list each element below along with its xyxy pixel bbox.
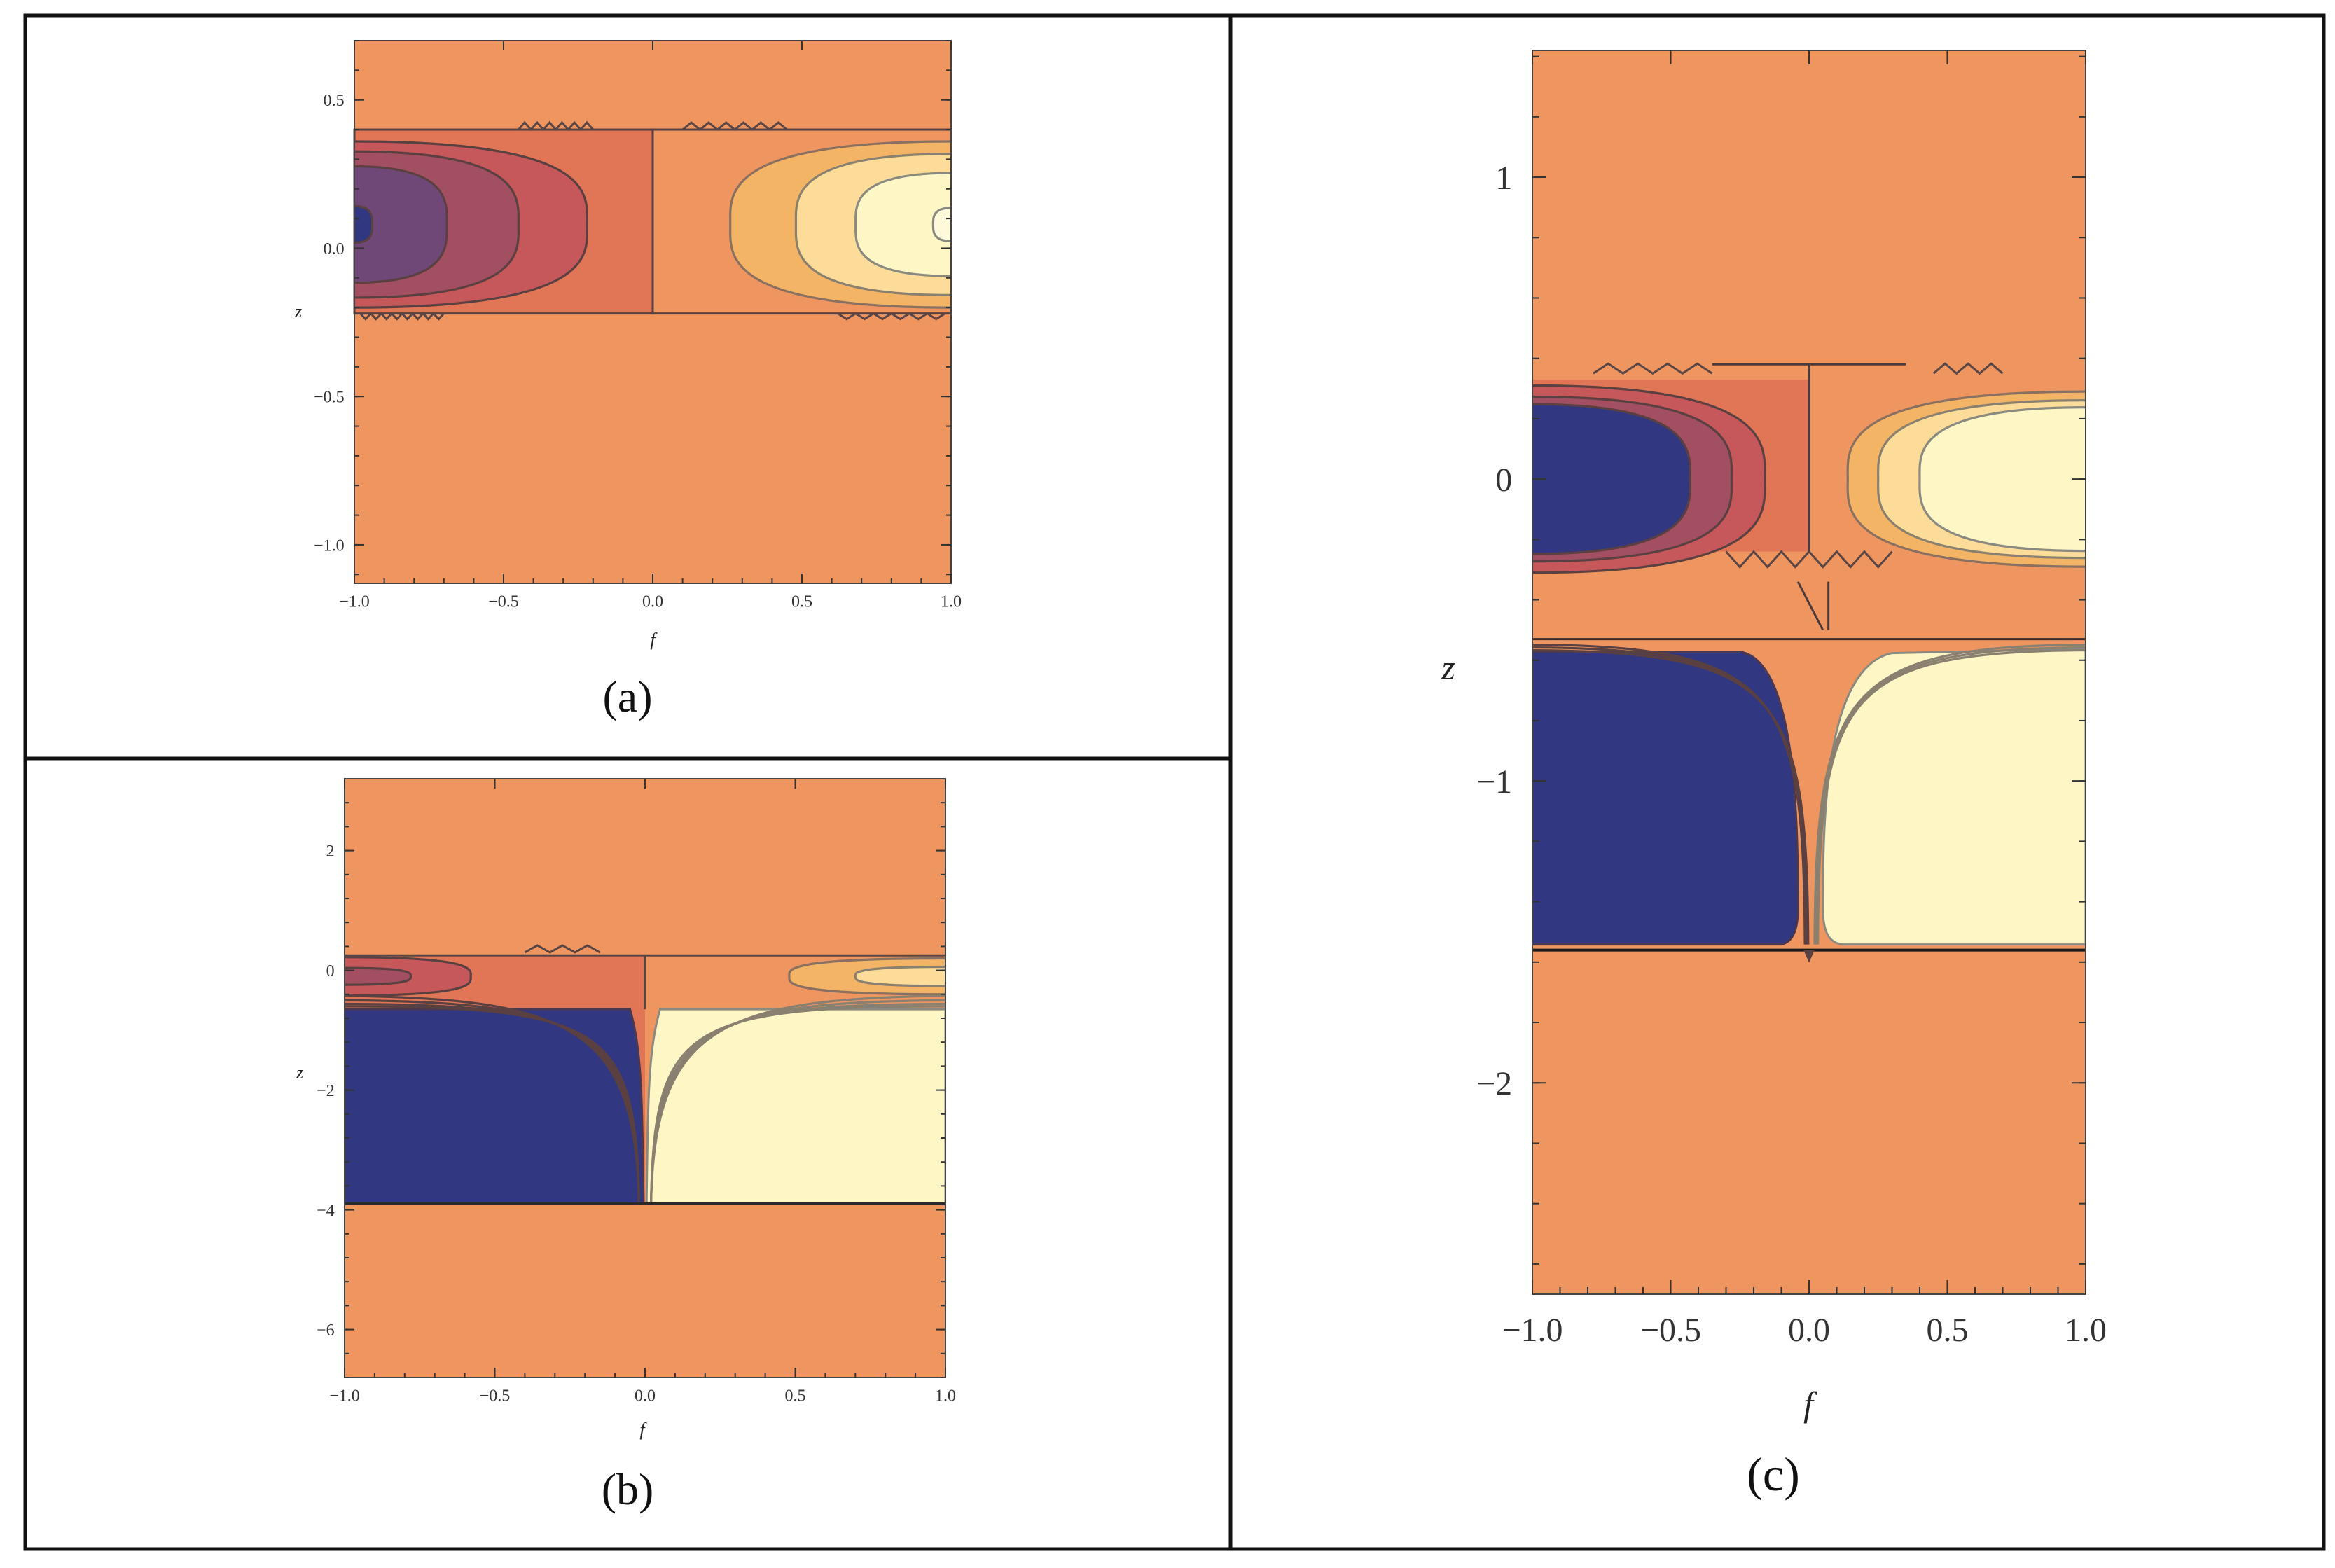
b-contour-right-line: [649, 1005, 945, 1205]
a-xtick-label: −0.5: [488, 593, 519, 611]
b-xtick-label: 0.5: [785, 1387, 806, 1406]
a-xtick-label: 1.0: [941, 593, 962, 611]
b-contour-left-line: [345, 1005, 641, 1205]
b-ytick-label: 0: [326, 962, 335, 980]
b-panel-label: (b): [602, 1464, 654, 1514]
b-upper-contour-right-2: [854, 965, 945, 987]
b-xtick-label: −1.0: [329, 1387, 360, 1406]
c-zigzag-top-left: [1593, 362, 1713, 375]
c-xtick-label: −1.0: [1502, 1312, 1563, 1349]
c-contour-right-line: [1817, 648, 2086, 945]
c-xtick-label: 0.5: [1927, 1312, 1969, 1349]
frame-outer: [23, 13, 2326, 1551]
c-y-axis-title: z: [1441, 648, 1455, 687]
c-ytick-label: 1: [1495, 160, 1512, 197]
b-lower-cream-region: [645, 1008, 945, 1205]
c-lower-cream-region: [1822, 648, 2086, 946]
c-upper-contour-right-3: [1918, 406, 2086, 553]
panel-frames: [23, 13, 2326, 1551]
a-zigzag-top-left: [518, 120, 594, 132]
c-lower-blue-region: [1532, 651, 1799, 946]
c-upper-contour-left-3: [1532, 403, 1691, 555]
c-zigzag-top-right: [1932, 362, 2004, 375]
a-xtick-label: −1.0: [339, 593, 370, 611]
c-panel-label: (c): [1747, 1448, 1799, 1501]
b-upper-contour-left-2: [345, 966, 413, 986]
a-contour-left-4: [354, 204, 374, 244]
a-ytick-label: −0.5: [314, 389, 345, 407]
c-contour-right-line: [1815, 646, 2086, 945]
b-xtick-label: 0.0: [635, 1387, 656, 1406]
panel-c: −1.0 −0.5 0.0 0.5 1.0 1 0 −1 −2 f z (c): [1441, 50, 2107, 1501]
b-xtick-label: 1.0: [935, 1387, 956, 1406]
b-xtick-label: −0.5: [480, 1387, 511, 1406]
b-y-axis-title: z: [296, 1062, 303, 1083]
b-ytick-label: −6: [317, 1321, 335, 1340]
a-zigzag-bottom-right: [837, 312, 946, 321]
a-y-axis-title: z: [294, 301, 302, 321]
c-xtick-label: −0.5: [1640, 1312, 1701, 1349]
a-ytick-label: −1.0: [314, 536, 345, 555]
b-lower-blue-region: [345, 1008, 645, 1205]
a-zigzag-bottom-left: [359, 312, 445, 321]
c-ytick-label: 0: [1495, 462, 1512, 499]
b-ytick-label: −2: [317, 1082, 335, 1100]
panel-a: −1.0 −0.5 0.0 0.5 1.0 0.5 0.0 −0.5 −1.0 f z (a): [294, 40, 962, 721]
b-ytick-label: 2: [326, 842, 335, 861]
a-ytick-label: 0.0: [324, 240, 345, 258]
a-contour-right-4: [931, 207, 951, 242]
c-connector-lines: [1796, 581, 1830, 631]
a-xtick-label: 0.5: [791, 593, 812, 611]
c-contour-right-line: [1813, 643, 2086, 945]
a-x-axis-title: f: [650, 630, 658, 650]
c-zigzag-bottom-mid: [1725, 550, 1893, 569]
a-xtick-label: 0.0: [642, 593, 663, 611]
b-ytick-label: −4: [317, 1202, 335, 1220]
a-contour-left-3: [354, 165, 448, 284]
a-ytick-label: 0.5: [324, 92, 345, 110]
a-zigzag-top-right: [681, 121, 788, 131]
c-ytick-label: −2: [1476, 1065, 1512, 1102]
c-xtick-label: 1.0: [2065, 1312, 2107, 1349]
a-contour-right-3: [854, 172, 951, 277]
c-xtick-label: 0.0: [1788, 1312, 1830, 1349]
b-x-axis-title: f: [639, 1420, 647, 1440]
c-bottom-notch: [1803, 950, 1815, 963]
a-panel-label: (a): [602, 672, 652, 721]
c-contour-left-line: [1532, 648, 1810, 945]
c-x-axis-title: f: [1803, 1385, 1817, 1424]
panel-b: −1.0 −0.5 0.0 0.5 1.0 2 0 −2 −4 −6 f z (b): [296, 778, 956, 1514]
c-ytick-label: −1: [1476, 763, 1512, 800]
b-zigzag-top-left: [524, 944, 601, 954]
